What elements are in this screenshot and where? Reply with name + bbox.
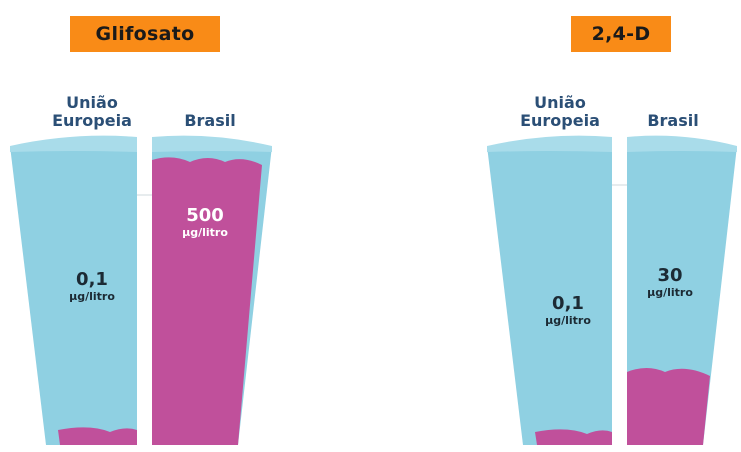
cup-left-rim bbox=[10, 135, 137, 152]
label-uniao: União bbox=[534, 93, 586, 112]
value-number: 0,1 bbox=[76, 269, 108, 290]
value-number: 0,1 bbox=[552, 293, 584, 314]
label-europeia: Europeia bbox=[520, 111, 600, 130]
cup-right-rim bbox=[152, 135, 272, 152]
title-tag-24d: 2,4-D bbox=[571, 16, 671, 52]
cup-left-rim bbox=[487, 135, 612, 152]
label-uniao-europeia: União Europeia bbox=[520, 94, 600, 130]
panel-24d: 2,4-D União Europeia Brasil 0,1 μg/litro… bbox=[475, 0, 741, 452]
label-europeia: Europeia bbox=[52, 111, 132, 130]
cup-left-liquid bbox=[535, 429, 612, 445]
cup-24d bbox=[487, 135, 737, 445]
value-unit: μg/litro bbox=[182, 226, 228, 239]
cup-right-liquid bbox=[627, 368, 710, 445]
label-brasil: Brasil bbox=[184, 111, 236, 130]
cup-right-rim bbox=[627, 135, 737, 152]
cup-left-half bbox=[487, 146, 612, 445]
cup-glifosato bbox=[10, 135, 272, 445]
value-brasil: 500 μg/litro bbox=[165, 206, 245, 240]
label-uniao-europeia: União Europeia bbox=[52, 94, 132, 130]
value-unit: μg/litro bbox=[647, 286, 693, 299]
cup-right-liquid bbox=[152, 157, 262, 445]
value-number: 30 bbox=[657, 265, 683, 286]
value-number: 500 bbox=[186, 205, 224, 226]
value-unit: μg/litro bbox=[545, 314, 591, 327]
label-uniao: União bbox=[66, 93, 118, 112]
value-brasil: 30 μg/litro bbox=[635, 266, 705, 300]
value-uniao-europeia: 0,1 μg/litro bbox=[57, 270, 127, 304]
panel-glifosato: Glifosato União Europeia Brasil 0,1 μg/l… bbox=[0, 0, 300, 452]
label-brasil: Brasil bbox=[647, 111, 699, 130]
title-tag-glifosato: Glifosato bbox=[70, 16, 220, 52]
cup-left-half bbox=[10, 146, 137, 445]
cup-left-liquid bbox=[58, 427, 137, 445]
value-unit: μg/litro bbox=[69, 290, 115, 303]
value-uniao-europeia: 0,1 μg/litro bbox=[533, 294, 603, 328]
